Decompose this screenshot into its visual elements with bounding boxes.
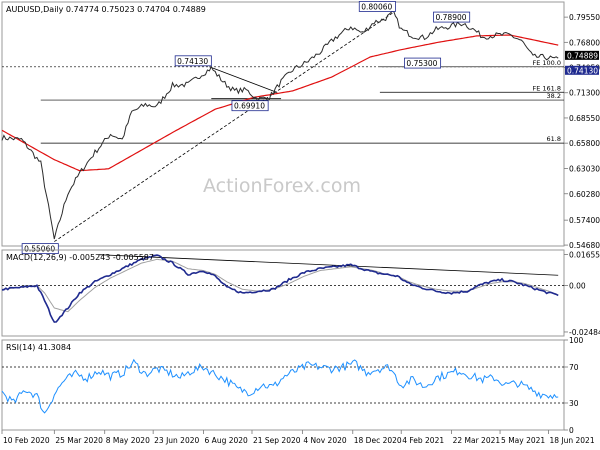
x-tick-label: 18 Jun 2021 [549,436,594,445]
price-line [1,9,559,240]
price-y-tick-label: 0.71300 [569,89,600,98]
price-title: AUDUSD,Daily 0.74774 0.75023 0.74704 0.7… [6,5,206,14]
x-tick-label: 23 Jun 2020 [154,436,199,445]
price-annotation-label: 0.55060 [24,245,55,254]
rsi-y-tick-label: 30 [569,399,579,408]
trendline [209,66,278,93]
price-panel: 0.54680 0.57400 0.60280 0.63030 0.65800 0.685… [1,1,600,255]
last-price-box [565,65,599,75]
macd-title: MACD(12,26,9) -0.005243 -0.005587 [6,253,154,262]
price-y-tick-label: 0.60280 [569,190,600,199]
price-y-tick-label: 0.63030 [569,165,600,174]
x-tick-label: 25 Mar 2020 [55,436,103,445]
x-tick-label: 22 Mar 2021 [453,436,501,445]
rsi-panel-frame [1,339,565,431]
rsi-title: RSI(14) 41.3084 [6,343,71,352]
price-annotations: 0.55060 0.74130 0.69910 0.80060 0.75300 0.789… [21,1,471,255]
macd-y-tick-label: 0.00 [569,282,586,291]
price-y-tick-label: 0.79550 [569,13,600,22]
fib-level-label: FE 100.0 [532,59,561,67]
price-annotation-label: 0.80060 [361,2,392,11]
fib-level-label: 61.8 [547,135,561,143]
fib-level-label: 38.2 [547,92,561,100]
price-annotation-label: 0.69910 [234,102,265,111]
price-annotation-box [358,1,396,12]
macd-line [1,254,559,323]
x-tick-label: 10 Feb 2020 [3,436,50,445]
price-y-tick-label: 0.57400 [569,216,600,225]
macd-panel-frame [1,249,565,337]
macd-y-tick-label: 0.016557 [569,251,600,260]
price-y-tick-label: 0.54680 [569,241,600,250]
x-tick-label: 6 Aug 2020 [205,436,248,445]
price-y-tick-label: 0.68550 [569,114,600,123]
x-tick-label: 8 May 2020 [106,436,150,445]
macd-y-tick-label: -0.02484 [569,328,600,337]
price-annotation-label: 0.78900 [436,13,467,22]
moving-average-line [1,34,559,172]
price-y-tick-label: 0.65800 [569,139,600,148]
price-annotation-label: 0.75300 [406,59,437,68]
rsi-line [1,358,559,414]
last-price-box [565,50,599,60]
price-annotation-box [404,57,442,69]
x-axis: 10 Feb 2020 25 Mar 2020 8 May 2020 23 Jun 2… [1,430,595,445]
trendline [54,12,394,242]
rsi-y-tick-label: 70 [569,363,579,372]
x-tick-label: 18 Dec 2020 [354,436,402,445]
rsi-panel: 100 70 30 0 RSI(14) 41.3084 [1,336,584,435]
x-tick-label: 5 May 2021 [501,436,545,445]
price-annotation-box [433,11,471,23]
price-annotation-box [231,100,269,112]
macd-panel: 0.016557 0.00 -0.02484 MACD(12,26,9) -0.00… [1,249,600,337]
fib-level-label: FE 161.8 [532,84,561,92]
x-tick-label: 21 Sep 2020 [253,436,301,445]
last-price-labels: 0.74889 0.74130 [565,50,599,75]
macd-trendline [98,254,559,276]
last-price-label: 0.74130 [567,66,598,75]
watermark: ActionForex.com [203,175,361,197]
x-tick-label: 4 Nov 2020 [303,436,346,445]
price-panel-frame [1,1,565,247]
price-annotation-box [174,55,212,67]
fib-levels: FE 100.0 FE 161.838.2 61.8 [2,59,564,144]
price-y-tick-label: 0.76800 [569,38,600,47]
x-tick-label: 4 Feb 2021 [402,436,444,445]
rsi-y-tick-label: 0 [569,426,574,435]
price-annotation-label: 0.74130 [177,57,208,66]
price-annotation-box [21,243,59,255]
rsi-axis: 100 70 30 0 [2,336,584,435]
rsi-y-tick-label: 100 [569,336,584,345]
last-price-label: 0.74889 [567,51,598,60]
